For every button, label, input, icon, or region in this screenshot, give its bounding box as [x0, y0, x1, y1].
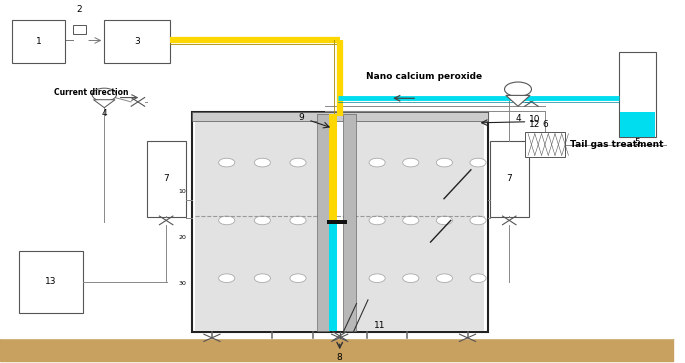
- Bar: [18, 251, 83, 313]
- Bar: [343, 114, 356, 331]
- Circle shape: [470, 274, 486, 282]
- Bar: [619, 112, 656, 137]
- Text: 1: 1: [36, 37, 41, 46]
- Circle shape: [403, 216, 419, 225]
- Bar: [104, 20, 170, 63]
- Circle shape: [92, 88, 116, 101]
- Text: 12: 12: [529, 120, 540, 129]
- Text: 3: 3: [134, 37, 140, 46]
- Bar: [192, 112, 488, 121]
- Bar: [73, 25, 86, 34]
- Polygon shape: [506, 95, 530, 106]
- Text: 2: 2: [77, 4, 82, 13]
- Circle shape: [254, 216, 271, 225]
- Text: 5: 5: [634, 138, 640, 147]
- Bar: [329, 114, 337, 222]
- Text: Tail gas treatment: Tail gas treatment: [570, 140, 663, 149]
- Circle shape: [470, 158, 486, 167]
- Circle shape: [436, 216, 453, 225]
- Circle shape: [369, 274, 385, 282]
- Text: Current direction: Current direction: [53, 87, 128, 97]
- Circle shape: [254, 158, 271, 167]
- Circle shape: [436, 158, 453, 167]
- Text: 6: 6: [542, 120, 548, 129]
- Circle shape: [403, 274, 419, 282]
- Bar: [12, 20, 64, 63]
- Polygon shape: [94, 100, 115, 108]
- Circle shape: [254, 274, 271, 282]
- Circle shape: [290, 274, 306, 282]
- Text: Nano calcium peroxide: Nano calcium peroxide: [366, 72, 482, 81]
- Bar: [329, 222, 337, 331]
- Circle shape: [369, 216, 385, 225]
- Text: 10: 10: [529, 115, 540, 124]
- Circle shape: [403, 158, 419, 167]
- Text: 11: 11: [374, 321, 386, 330]
- Bar: [147, 141, 186, 217]
- Circle shape: [505, 82, 532, 97]
- Circle shape: [436, 274, 453, 282]
- Text: 30: 30: [179, 281, 186, 286]
- Text: 8: 8: [337, 353, 342, 362]
- Circle shape: [369, 158, 385, 167]
- Text: 20: 20: [179, 235, 186, 240]
- Bar: [316, 114, 329, 331]
- Text: 9: 9: [299, 113, 304, 122]
- Circle shape: [219, 274, 235, 282]
- Bar: [195, 114, 316, 331]
- Text: 4: 4: [101, 109, 107, 118]
- Bar: [327, 220, 347, 224]
- Circle shape: [470, 216, 486, 225]
- Circle shape: [290, 216, 306, 225]
- Circle shape: [219, 158, 235, 167]
- Circle shape: [290, 158, 306, 167]
- Text: 10: 10: [179, 189, 186, 194]
- Bar: [619, 52, 656, 137]
- Circle shape: [219, 216, 235, 225]
- Bar: [357, 114, 484, 331]
- Bar: [525, 132, 565, 157]
- Text: 7: 7: [506, 174, 512, 183]
- Bar: [192, 112, 488, 333]
- Bar: [0, 338, 673, 361]
- Bar: [490, 141, 529, 217]
- Text: 7: 7: [163, 174, 169, 183]
- Text: 13: 13: [45, 277, 57, 286]
- Text: 4: 4: [515, 114, 521, 123]
